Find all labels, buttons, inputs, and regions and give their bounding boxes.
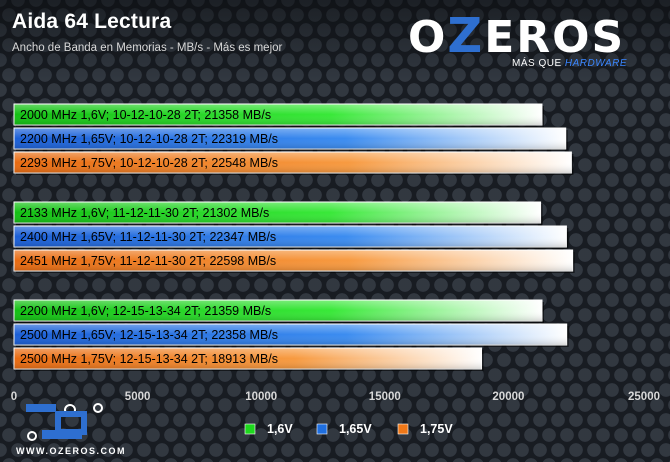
site-url: WWW.OZEROS.COM bbox=[16, 446, 126, 456]
legend-label: 1,75V bbox=[420, 422, 453, 436]
bar-shine bbox=[14, 300, 542, 321]
legend-swatch bbox=[244, 423, 256, 435]
ozeros-small-logo bbox=[26, 403, 103, 441]
x-axis-ticks: 0 5000 10000 15000 20000 25000 bbox=[11, 391, 660, 403]
x-tick-label: 5000 bbox=[125, 391, 151, 403]
x-tick-label: 15000 bbox=[369, 391, 401, 403]
bar-shine bbox=[14, 250, 573, 271]
x-tick-label: 0 bbox=[11, 391, 17, 403]
legend-swatch bbox=[316, 423, 328, 435]
bar-label: 2200 MHz 1,65V; 10-12-10-28 2T; 22319 MB… bbox=[20, 132, 278, 146]
x-tick-label: 10000 bbox=[245, 391, 277, 403]
bar-shine bbox=[14, 202, 541, 223]
logo-wordmark: OZEROS bbox=[408, 8, 626, 64]
bar-shine bbox=[14, 128, 566, 149]
header-band bbox=[0, 0, 670, 80]
bar-shine bbox=[14, 226, 567, 247]
legend: 1,6V 1,65V 1,75V bbox=[244, 422, 453, 436]
bar-label: 2500 MHz 1,75V; 12-15-13-34 2T; 18913 MB… bbox=[20, 352, 278, 366]
legend-label: 1,6V bbox=[267, 422, 293, 436]
chart-title: Aida 64 Lectura bbox=[12, 10, 172, 33]
x-tick-label: 25000 bbox=[628, 391, 660, 403]
bar-label: 2133 MHz 1,6V; 11-12-11-30 2T; 21302 MB/… bbox=[20, 206, 269, 220]
bar-shine bbox=[14, 324, 567, 345]
chart-subtitle: Ancho de Banda en Memorias - MB/s - Más … bbox=[12, 42, 283, 54]
bar-shine bbox=[14, 348, 482, 369]
bar-label: 2293 MHz 1,75V; 10-12-10-28 2T; 22548 MB… bbox=[20, 156, 278, 170]
bar-label: 2200 MHz 1,6V; 12-15-13-34 2T; 21359 MB/… bbox=[20, 304, 271, 318]
logo-tagline-prefix: MÁS QUE bbox=[512, 58, 562, 69]
legend-swatch bbox=[397, 423, 409, 435]
ozeros-logo: OZEROS MÁS QUE HARDWARE bbox=[408, 8, 654, 76]
bars-layer: 2000 MHz 1,6V; 10-12-10-28 2T; 21358 MB/… bbox=[13, 103, 575, 371]
bar-label: 2451 MHz 1,75V; 11-12-11-30 2T; 22598 MB… bbox=[20, 254, 276, 268]
bar-shine bbox=[14, 104, 542, 125]
bar-shine bbox=[14, 152, 572, 173]
x-tick-label: 20000 bbox=[492, 391, 524, 403]
bar-label: 2000 MHz 1,6V; 10-12-10-28 2T; 21358 MB/… bbox=[20, 108, 271, 122]
logo-tagline-suffix: HARDWARE bbox=[564, 58, 628, 69]
bar-label: 2500 MHz 1,65V; 12-15-13-34 2T; 22358 MB… bbox=[20, 328, 278, 342]
logo-tagline: MÁS QUE HARDWARE bbox=[512, 58, 627, 69]
legend-label: 1,65V bbox=[339, 422, 372, 436]
bar-label: 2400 MHz 1,65V; 11-12-11-30 2T; 22347 MB… bbox=[20, 230, 276, 244]
